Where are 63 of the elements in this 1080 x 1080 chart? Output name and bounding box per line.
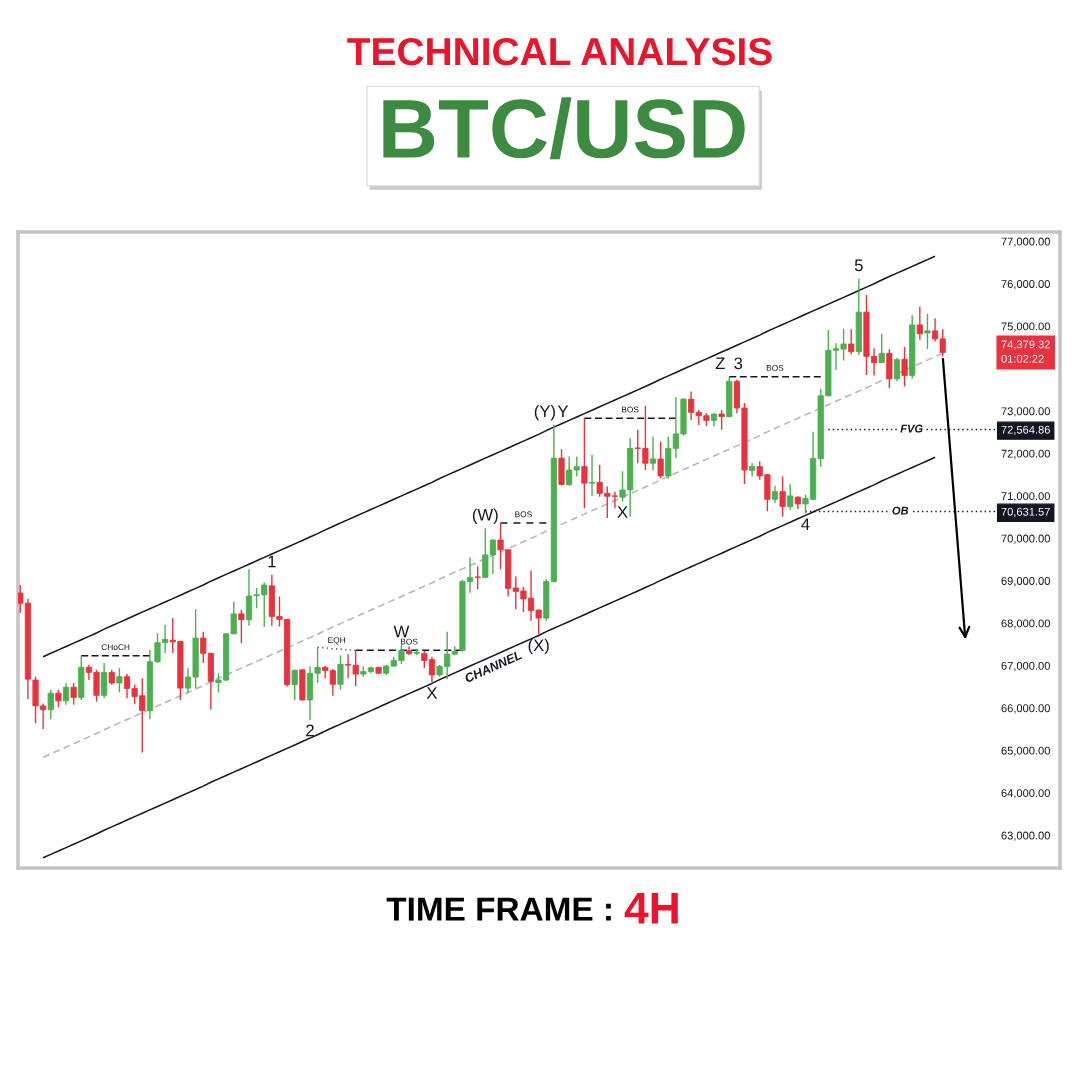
series-label: CHoCH [101, 644, 130, 651]
y-tick-label: 63,000.00 [1001, 831, 1050, 841]
candlestick [62, 682, 70, 706]
series-label: OB [892, 506, 909, 515]
candlestick [238, 609, 245, 644]
y-tick-label: 70,631.57 [1001, 507, 1050, 517]
y-tick-label: 77,000.00 [1001, 237, 1050, 247]
candlestick [657, 440, 664, 479]
series-label: BOS [400, 638, 418, 645]
candlestick [787, 483, 794, 511]
y-tick-label: 71,000.00 [1001, 492, 1050, 502]
candlestick [901, 346, 908, 388]
candlestick [474, 565, 481, 590]
annotation: 1 [268, 555, 276, 568]
annotation: (W) [472, 508, 498, 524]
series-label: BOS [515, 511, 532, 518]
series-label: BOS [766, 364, 784, 371]
candlestick [878, 333, 885, 364]
annotation: 2 [306, 724, 314, 737]
y-tick-label: 65,000.00 [1001, 746, 1050, 756]
annotation: (Y) [534, 404, 555, 421]
candlestick [588, 454, 596, 497]
chart-title: TECHNICAL ANALYSIS [347, 37, 772, 66]
annotation: 3 [734, 357, 743, 370]
annotation: 5 [854, 259, 863, 272]
y-tick-label: 64,000.00 [1001, 789, 1050, 799]
y-tick-label: 68,000.00 [1001, 619, 1050, 629]
candlestick [649, 435, 657, 472]
annotation: 4 [801, 518, 810, 530]
candlestick [848, 328, 855, 356]
text: TIME FRAME : 4H [386, 892, 678, 924]
series-label: EQH [328, 637, 345, 645]
chart-subtitle: BTC/USD [383, 97, 745, 160]
candlestick [779, 475, 786, 518]
series-label: BOS [622, 406, 639, 413]
candlestick [116, 667, 123, 694]
candlestick [47, 689, 54, 720]
y-tick-label: 69,000.00 [1001, 577, 1050, 587]
candlestick [916, 305, 923, 341]
candlestick [337, 654, 344, 691]
annotation: X [426, 687, 438, 699]
annotation: X [617, 506, 628, 518]
annotation: (X) [528, 638, 549, 655]
candlestick [101, 662, 108, 699]
y-tick-label: 75,000.00 [1001, 322, 1050, 332]
candlestick [581, 417, 588, 509]
candlestick [70, 682, 77, 706]
candlestick [924, 313, 931, 350]
y-tick-label: 72,564.86 [1001, 425, 1050, 435]
y-tick-label: 76,000.00 [1001, 280, 1050, 290]
y-tick-label: 66,000.00 [1001, 704, 1050, 714]
y-tick-label: 73,000.00 [1001, 407, 1050, 417]
annotation: W [393, 625, 410, 638]
candlestick [291, 669, 298, 701]
series-label: FVG [900, 424, 923, 433]
candlestick [718, 409, 725, 431]
y-tick-label: 72,000.00 [1001, 449, 1050, 459]
annotation: Y [557, 405, 569, 417]
annotation: Z [715, 357, 725, 370]
y-tick-label: 67,000.00 [1001, 661, 1050, 672]
candlestick [893, 357, 901, 383]
y-tick-label: 70,000.00 [1001, 534, 1050, 544]
text: 74,379.32 01:02:22 [1001, 340, 1050, 363]
